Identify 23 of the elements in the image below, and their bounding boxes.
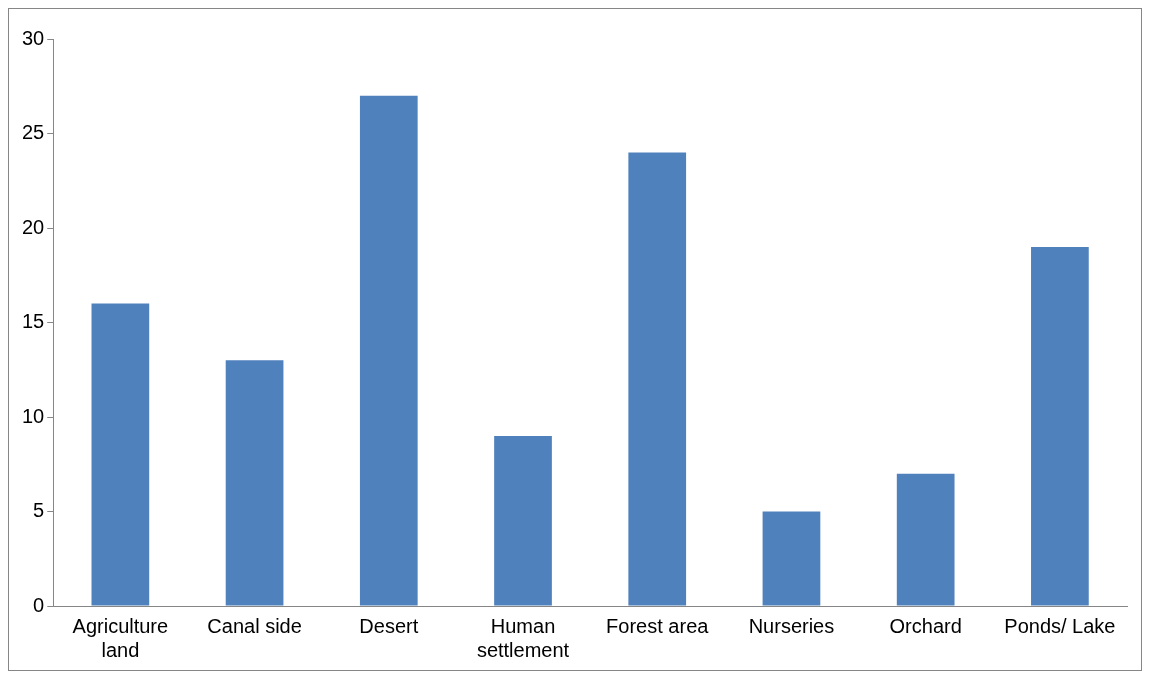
x-tick-label: Forest area xyxy=(606,614,710,637)
y-tick-label: 15 xyxy=(22,310,45,333)
x-tick-label: Desert xyxy=(359,614,419,637)
bar xyxy=(91,303,150,606)
y-tick-label: 0 xyxy=(33,593,45,616)
x-tick-label: Orchard xyxy=(889,614,962,637)
bar xyxy=(628,152,687,606)
y-tick-label: 20 xyxy=(22,215,45,238)
x-tick-label: Ponds/ Lake xyxy=(1004,614,1116,637)
y-tick-label: 30 xyxy=(22,26,45,49)
bar xyxy=(896,473,955,606)
x-tick-label: Agriculture land xyxy=(72,614,169,661)
bar xyxy=(225,360,284,606)
bar xyxy=(762,511,821,606)
bar xyxy=(1031,246,1089,606)
x-tick-label: Canal side xyxy=(207,614,302,637)
y-tick-label: 5 xyxy=(33,499,45,522)
y-tick-label: 25 xyxy=(22,121,45,144)
bar xyxy=(494,435,552,606)
x-tick-label: Human settlement xyxy=(476,614,570,661)
bar xyxy=(359,95,418,606)
y-tick-label: 10 xyxy=(22,404,45,427)
x-tick-label: Nurseries xyxy=(748,614,835,637)
